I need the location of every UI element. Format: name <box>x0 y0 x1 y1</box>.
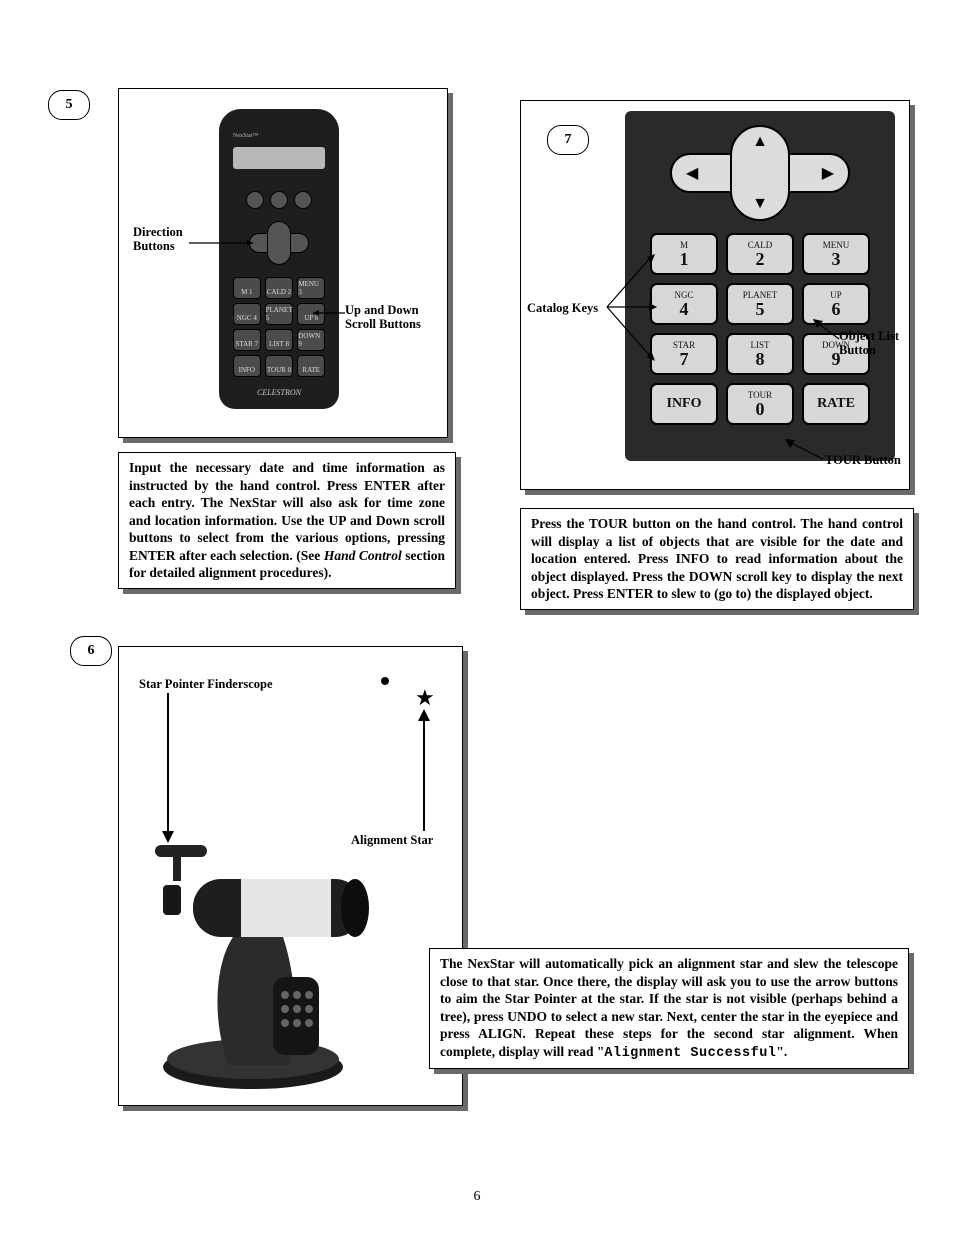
step-5-text: Input the necessary date and time inform… <box>118 452 456 589</box>
undo-button <box>294 191 312 209</box>
kp-key-cald: CALD2 <box>726 233 794 275</box>
alignment-text: The NexStar will automatically pick an a… <box>429 948 909 1069</box>
hc-key: MENU 3 <box>297 277 325 299</box>
hand-control-logo: CELESTRON <box>219 388 339 397</box>
mono-text: Alignment Successful <box>604 1046 776 1061</box>
step-5-badge: 5 <box>48 90 90 120</box>
step-6-badge: 6 <box>70 636 112 666</box>
annot-finderscope: Star Pointer Finderscope <box>139 677 273 691</box>
hc-key: LIST 8 <box>265 329 294 351</box>
annot-catalog-keys: Catalog Keys <box>527 301 598 315</box>
kp-key-tour: TOUR0 <box>726 383 794 425</box>
annot-direction-buttons: DirectionButtons <box>133 225 203 254</box>
kp-key-up: UP6 <box>802 283 870 325</box>
text: The NexStar will automatically pick an a… <box>440 956 898 1059</box>
hc-key: NGC 4 <box>233 303 261 325</box>
kp-key-menu: MENU3 <box>802 233 870 275</box>
annot-object-list: Object ListButton <box>839 329 909 358</box>
align-button <box>246 191 264 209</box>
hc-key: TOUR 0 <box>265 355 294 377</box>
brand-label: NexStar™ <box>233 133 259 139</box>
hand-control-body: NexStar™ M 1 CALD 2 MENU 3 NGC 4 PLANET … <box>219 109 339 409</box>
arrow-up-icon <box>415 709 433 831</box>
hand-control-dpad <box>249 221 309 265</box>
hc-key: INFO <box>233 355 261 377</box>
hand-control-keypad: M 1 CALD 2 MENU 3 NGC 4 PLANET 5 UP 6 ST… <box>233 277 325 377</box>
kp-key-star: STAR7 <box>650 333 718 375</box>
keypad-grid: M1 CALD2 MENU3 NGC4 PLANET5 UP6 STAR7 LI… <box>650 233 870 425</box>
kp-key-list: LIST8 <box>726 333 794 375</box>
page: 5 NexStar™ M 1 CALD 2 MENU 3 NGC 4 PLANE… <box>0 0 954 1235</box>
star-icon: ★ <box>415 685 435 711</box>
panel-6: Star Pointer Finderscope ★ Alignment Sta… <box>118 646 463 1106</box>
kp-key-rate: RATE <box>802 383 870 425</box>
hand-control-round-row <box>219 191 339 209</box>
kp-key-m: M1 <box>650 233 718 275</box>
telescope-illustration <box>133 827 393 1097</box>
keypad-dpad: ◀ ▶ ▲ ▼ <box>670 125 850 221</box>
hc-key: RATE <box>297 355 325 377</box>
keypad-background: ◀ ▶ ▲ ▼ M1 CALD2 MENU3 NGC4 PLANET5 UP6 … <box>625 111 895 461</box>
step-7-badge: 7 <box>547 125 589 155</box>
hc-key: STAR 7 <box>233 329 261 351</box>
enter-button <box>270 191 288 209</box>
panel-5: NexStar™ M 1 CALD 2 MENU 3 NGC 4 PLANET … <box>118 88 448 438</box>
finder-dot <box>381 677 389 685</box>
hc-key: M 1 <box>233 277 261 299</box>
kp-key-ngc: NGC4 <box>650 283 718 325</box>
arrow-down-icon <box>159 693 177 843</box>
text: ". <box>776 1044 787 1059</box>
hc-key: CALD 2 <box>265 277 294 299</box>
hand-control-screen <box>233 147 325 169</box>
panel-7: 7 ◀ ▶ ▲ ▼ M1 CALD2 MENU3 NGC4 PLANET5 UP… <box>520 100 910 490</box>
step-7-text: Press the TOUR button on the hand contro… <box>520 508 914 610</box>
hc-key: UP 6 <box>297 303 325 325</box>
hc-key: PLANET 5 <box>265 303 294 325</box>
kp-key-info: INFO <box>650 383 718 425</box>
kp-key-planet: PLANET5 <box>726 283 794 325</box>
annot-tour-button: TOUR Button <box>825 453 901 467</box>
text-em: Hand Control <box>324 548 402 563</box>
hc-key: DOWN 9 <box>297 329 325 351</box>
page-number: 6 <box>0 1189 954 1205</box>
annot-scroll-buttons: Up and DownScroll Buttons <box>345 303 445 332</box>
